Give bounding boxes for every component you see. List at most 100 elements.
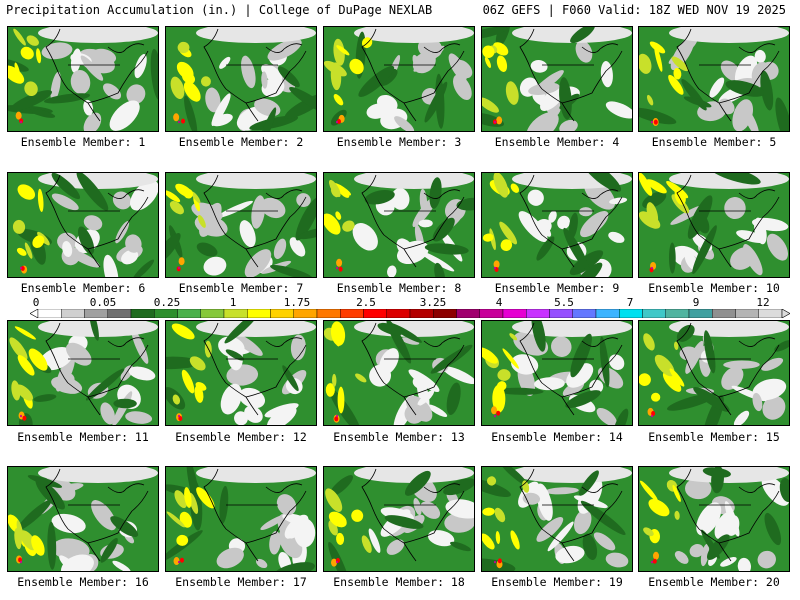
- ensemble-map-panel: [481, 466, 633, 572]
- colorbar-swatch: [340, 309, 364, 318]
- ensemble-member-label: Ensemble Member: 17: [175, 575, 307, 589]
- precip-map: [324, 27, 474, 131]
- colorbar-tick-label: 12: [756, 296, 770, 309]
- colorbar-swatch: [154, 309, 178, 318]
- ensemble-map-panel: [165, 320, 317, 426]
- colorbar-tick-label: 5.5: [554, 296, 574, 309]
- ensemble-map-panel: [7, 320, 159, 426]
- precip-map: [639, 467, 789, 571]
- ensemble-member-label: Ensemble Member: 19: [491, 575, 623, 589]
- precip-map: [166, 173, 316, 277]
- precip-map: [324, 467, 474, 571]
- ensemble-member-label: Ensemble Member: 14: [491, 430, 623, 444]
- colorbar-swatch: [549, 309, 573, 318]
- ensemble-member-label: Ensemble Member: 10: [648, 281, 780, 295]
- colorbar-swatch: [619, 309, 643, 318]
- colorbar-swatch: [130, 309, 155, 318]
- precip-map: [639, 27, 789, 131]
- ensemble-map-panel: [638, 466, 790, 572]
- colorbar-swatch: [316, 309, 341, 318]
- precip-map: [639, 173, 789, 277]
- precip-map: [8, 27, 158, 131]
- colorbar-swatch: [200, 309, 225, 318]
- precip-map: [639, 321, 789, 425]
- colorbar-swatch: [479, 309, 504, 318]
- ensemble-map-panel: [638, 320, 790, 426]
- colorbar-tick-label: 3.25: [419, 296, 447, 309]
- precip-map: [482, 27, 632, 131]
- colorbar-tick-label: 9: [692, 296, 700, 309]
- colorbar-tick-label: 7: [626, 296, 634, 309]
- colorbar-swatch: [177, 309, 201, 318]
- ensemble-map-panel: [165, 172, 317, 278]
- colorbar-swatch: [37, 309, 62, 318]
- ensemble-map-panel: [323, 320, 475, 426]
- precip-map: [324, 173, 474, 277]
- ensemble-map-panel: [638, 172, 790, 278]
- ensemble-member-label: Ensemble Member: 8: [336, 281, 462, 295]
- colorbar-swatch: [712, 309, 736, 318]
- ensemble-member-label: Ensemble Member: 7: [178, 281, 304, 295]
- colorbar-left-arrow: [30, 309, 39, 318]
- colorbar-swatch: [595, 309, 620, 318]
- ensemble-map-panel: [165, 26, 317, 132]
- precip-map: [482, 467, 632, 571]
- ensemble-member-label: Ensemble Member: 13: [333, 430, 465, 444]
- colorbar-swatch: [502, 309, 527, 318]
- colorbar-swatch: [526, 309, 550, 318]
- precip-map: [482, 173, 632, 277]
- ensemble-map-panel: [7, 26, 159, 132]
- colorbar-swatch: [270, 309, 294, 318]
- colorbar-swatch: [758, 309, 783, 318]
- ensemble-member-label: Ensemble Member: 11: [17, 430, 149, 444]
- precip-map: [324, 321, 474, 425]
- colorbar-swatch: [665, 309, 690, 318]
- colorbar-tick-label: 0.25: [153, 296, 181, 309]
- ensemble-map-panel: [638, 26, 790, 132]
- colorbar-swatch: [735, 309, 759, 318]
- ensemble-member-label: Ensemble Member: 15: [648, 430, 780, 444]
- precip-map: [166, 321, 316, 425]
- ensemble-member-label: Ensemble Member: 2: [178, 135, 304, 149]
- ensemble-map-panel: [323, 172, 475, 278]
- colorbar-swatch: [293, 309, 318, 318]
- precip-map: [166, 27, 316, 131]
- ensemble-map-panel: [481, 26, 633, 132]
- colorbar-tick-label: 4: [495, 296, 503, 309]
- colorbar-tick-label: 2.5: [356, 296, 376, 309]
- precip-map: [482, 321, 632, 425]
- ensemble-member-label: Ensemble Member: 16: [17, 575, 149, 589]
- ensemble-member-label: Ensemble Member: 1: [20, 135, 146, 149]
- colorbar-swatch: [107, 309, 132, 318]
- ensemble-map-panel: [323, 26, 475, 132]
- colorbar-swatch: [572, 309, 597, 318]
- ensemble-map-panel: [7, 172, 159, 278]
- precip-map: [8, 467, 158, 571]
- ensemble-member-label: Ensemble Member: 4: [494, 135, 620, 149]
- precipitation-colorbar: [30, 309, 790, 318]
- colorbar-swatch: [61, 309, 85, 318]
- ensemble-map-panel: [323, 466, 475, 572]
- precip-map: [166, 467, 316, 571]
- precip-map: [8, 173, 158, 277]
- ensemble-member-label: Ensemble Member: 18: [333, 575, 465, 589]
- ensemble-member-label: Ensemble Member: 3: [336, 135, 462, 149]
- colorbar-swatch: [409, 309, 434, 318]
- ensemble-member-label: Ensemble Member: 6: [20, 281, 146, 295]
- ensemble-map-panel: [165, 466, 317, 572]
- colorbar-swatch: [386, 309, 411, 318]
- colorbar-swatch: [363, 309, 387, 318]
- colorbar-tick-label: 1: [229, 296, 237, 309]
- colorbar-swatch: [247, 309, 271, 318]
- colorbar-swatch: [642, 309, 666, 318]
- map-title: Precipitation Accumulation (in.) | Colle…: [6, 3, 433, 17]
- colorbar-tick-label: 1.75: [283, 296, 311, 309]
- ensemble-map-panel: [481, 320, 633, 426]
- colorbar-tick-label: 0: [32, 296, 40, 309]
- colorbar-tick-label: 0.05: [89, 296, 117, 309]
- colorbar-swatch: [223, 309, 248, 318]
- colorbar-swatch: [688, 309, 713, 318]
- colorbar-swatch: [84, 309, 108, 318]
- ensemble-member-label: Ensemble Member: 20: [648, 575, 780, 589]
- ensemble-member-label: Ensemble Member: 12: [175, 430, 307, 444]
